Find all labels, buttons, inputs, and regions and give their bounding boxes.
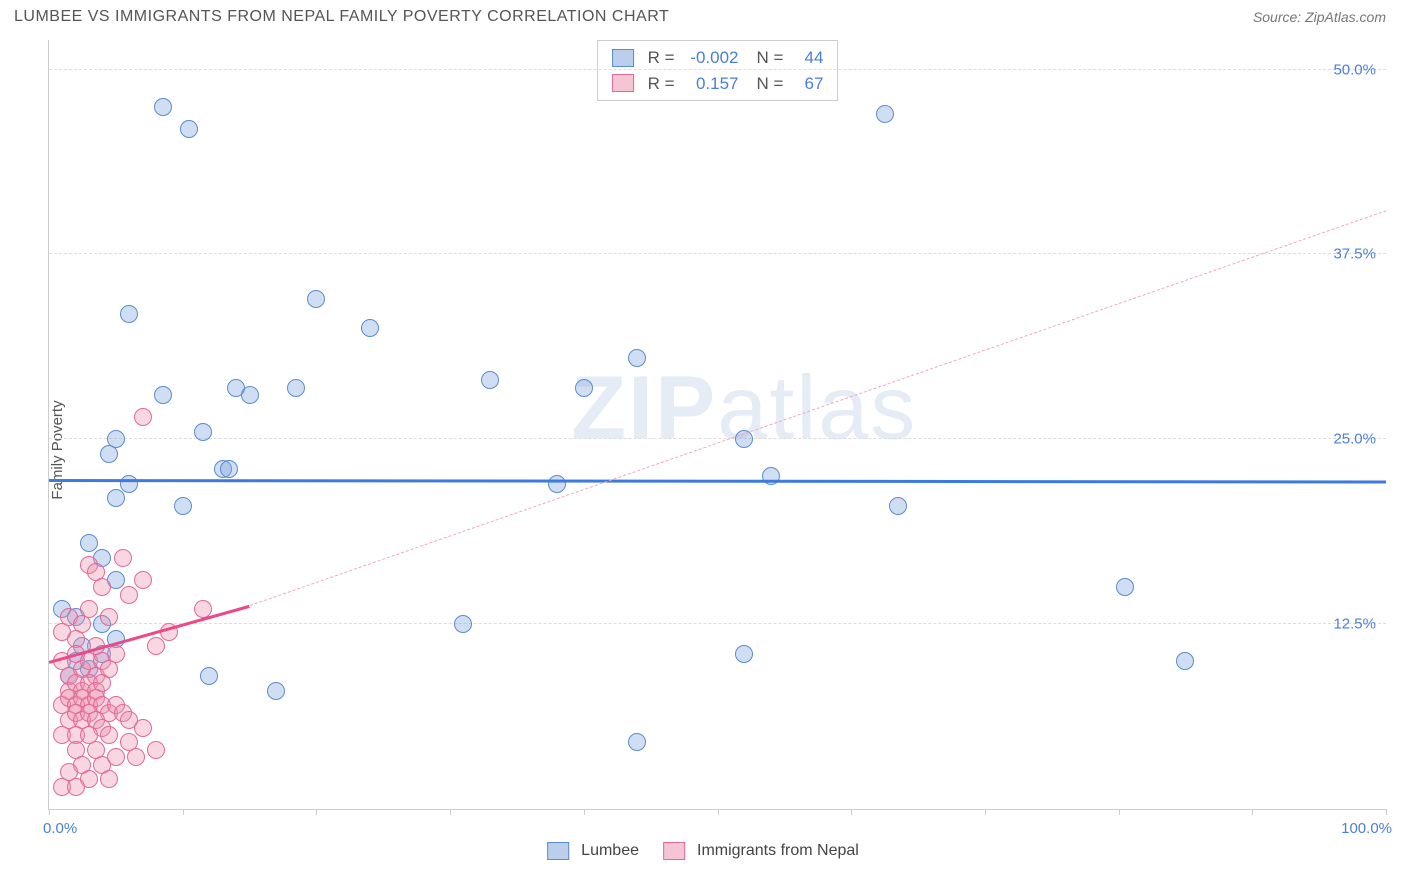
plot-area: ZIPatlas R =-0.002N =44R =0.157N =67 0.0… [48, 40, 1386, 810]
n-value: 44 [793, 45, 823, 71]
x-tick [316, 809, 317, 815]
scatter-point [1176, 652, 1194, 670]
scatter-point [454, 615, 472, 633]
scatter-point [287, 379, 305, 397]
watermark-bold: ZIP [571, 359, 717, 459]
gridline [49, 253, 1386, 254]
x-tick [450, 809, 451, 815]
scatter-point [154, 386, 172, 404]
scatter-point [307, 290, 325, 308]
scatter-point [100, 770, 118, 788]
scatter-point [889, 497, 907, 515]
x-axis-max-label: 100.0% [1341, 820, 1392, 837]
stats-row: R = -0.002 N = 44 [612, 45, 824, 71]
gridline [49, 438, 1386, 439]
r-value: -0.002 [685, 45, 739, 71]
scatter-point [876, 105, 894, 123]
legend-item: Immigrants from Nepal [663, 842, 859, 860]
x-tick [718, 809, 719, 815]
scatter-point [100, 608, 118, 626]
x-tick [584, 809, 585, 815]
r-value: 0.157 [685, 71, 739, 97]
scatter-point [628, 733, 646, 751]
source-attribution: Source: ZipAtlas.com [1253, 9, 1386, 25]
r-label: R = [648, 71, 675, 97]
gridline [49, 623, 1386, 624]
x-tick [1252, 809, 1253, 815]
scatter-point [200, 667, 218, 685]
chart-container: Family Poverty ZIPatlas R =-0.002N =44R … [0, 30, 1406, 870]
scatter-point [114, 549, 132, 567]
scatter-point [194, 423, 212, 441]
scatter-point [80, 600, 98, 618]
legend-swatch [663, 842, 685, 860]
legend-label: Immigrants from Nepal [697, 842, 859, 860]
series-legend: Lumbee Immigrants from Nepal [547, 842, 859, 860]
scatter-point [628, 349, 646, 367]
n-label: N = [757, 71, 784, 97]
scatter-point [154, 98, 172, 116]
scatter-point [481, 371, 499, 389]
y-tick-label: 12.5% [1333, 616, 1376, 633]
x-tick [183, 809, 184, 815]
scatter-point [120, 305, 138, 323]
scatter-point [120, 475, 138, 493]
scatter-point [93, 578, 111, 596]
x-tick [985, 809, 986, 815]
scatter-point [267, 682, 285, 700]
scatter-point [575, 379, 593, 397]
scatter-point [100, 726, 118, 744]
scatter-point [735, 645, 753, 663]
scatter-point [80, 534, 98, 552]
scatter-point [241, 386, 259, 404]
y-tick-label: 50.0% [1333, 61, 1376, 78]
y-tick-label: 37.5% [1333, 246, 1376, 263]
r-label: R = [648, 45, 675, 71]
scatter-point [107, 489, 125, 507]
scatter-point [548, 475, 566, 493]
scatter-point [127, 748, 145, 766]
scatter-point [147, 741, 165, 759]
scatter-point [220, 460, 238, 478]
scatter-point [1116, 578, 1134, 596]
n-label: N = [757, 45, 784, 71]
scatter-point [174, 497, 192, 515]
trend-line [49, 479, 1386, 483]
legend-swatch [547, 842, 569, 860]
stats-swatch [612, 49, 634, 67]
scatter-point [120, 586, 138, 604]
gridline [49, 69, 1386, 70]
scatter-point [762, 467, 780, 485]
x-tick [49, 809, 50, 815]
scatter-point [147, 637, 165, 655]
scatter-point [180, 120, 198, 138]
x-axis-min-label: 0.0% [43, 820, 77, 837]
y-tick-label: 25.0% [1333, 431, 1376, 448]
scatter-point [107, 430, 125, 448]
x-tick [851, 809, 852, 815]
stats-swatch [612, 74, 634, 92]
scatter-point [134, 571, 152, 589]
x-tick [1386, 809, 1387, 815]
scatter-point [134, 408, 152, 426]
scatter-point [361, 319, 379, 337]
chart-title: LUMBEE VS IMMIGRANTS FROM NEPAL FAMILY P… [14, 8, 669, 26]
scatter-point [67, 778, 85, 796]
chart-header: LUMBEE VS IMMIGRANTS FROM NEPAL FAMILY P… [0, 0, 1406, 30]
n-value: 67 [793, 71, 823, 97]
trend-line [249, 210, 1386, 606]
correlation-stats-box: R = -0.002 N = 44 R = 0.157 N = 67 [597, 40, 839, 101]
legend-label: Lumbee [581, 842, 639, 860]
legend-item: Lumbee [547, 842, 639, 860]
scatter-point [107, 645, 125, 663]
stats-row: R = 0.157 N = 67 [612, 71, 824, 97]
x-tick [1119, 809, 1120, 815]
scatter-point [134, 719, 152, 737]
